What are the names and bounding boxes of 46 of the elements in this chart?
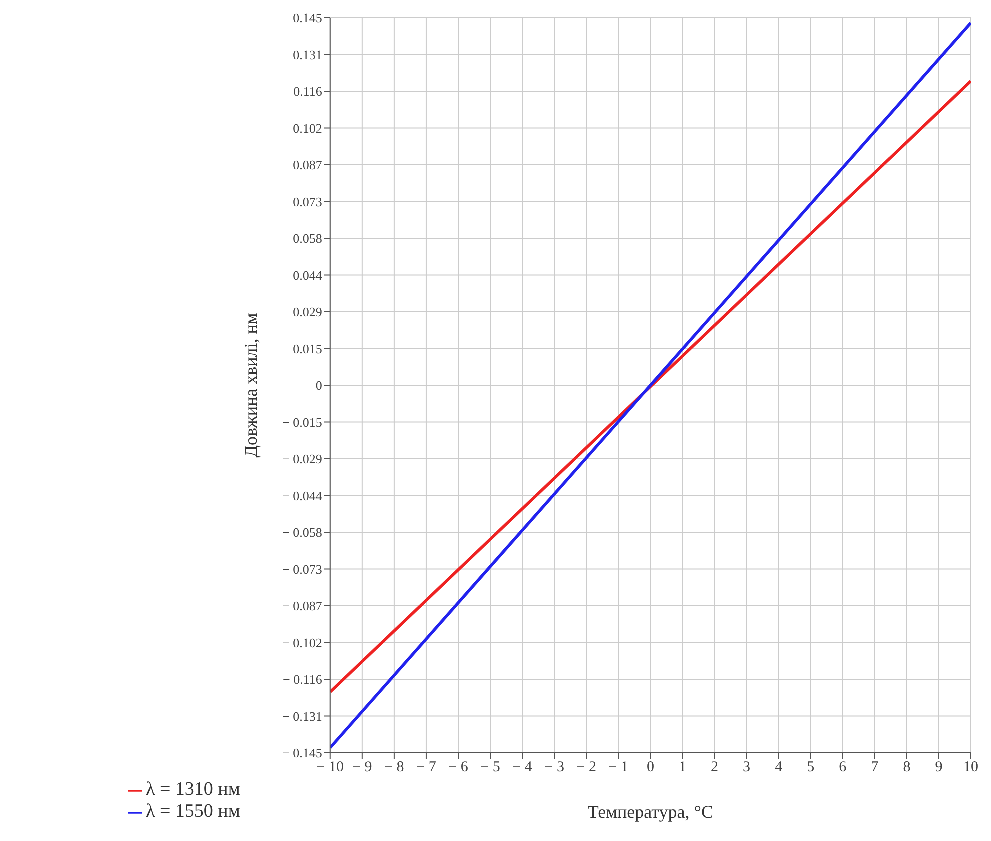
x-tick-label: − 1 xyxy=(608,760,629,776)
legend-label: λ = 1550 нм xyxy=(146,801,240,822)
y-tick-label: 0.131 xyxy=(293,47,322,62)
y-tick-label: − 0.058 xyxy=(282,525,322,540)
y-tick-label: − 0.073 xyxy=(282,562,322,577)
x-tick-label: 6 xyxy=(839,760,848,776)
y-axis-title: Довжина хвилі, нм xyxy=(240,313,261,458)
y-tick-label: 0.116 xyxy=(294,84,323,100)
y-tick-label: 0.102 xyxy=(293,120,322,136)
x-tick-label: 9 xyxy=(935,760,943,776)
y-tick-label: − 0.015 xyxy=(282,414,322,430)
x-tick-label: − 10 xyxy=(316,760,344,776)
x-tick-label: − 6 xyxy=(448,760,469,776)
x-axis-title: Температура, °C xyxy=(588,802,714,822)
x-tick-label: − 2 xyxy=(576,760,596,776)
y-tick-label: − 0.145 xyxy=(282,746,322,761)
y-tick-label: − 0.044 xyxy=(282,488,323,504)
x-tick-label: 5 xyxy=(807,760,815,776)
x-tick-label: 10 xyxy=(964,760,978,776)
y-tick-label: 0.087 xyxy=(293,158,323,173)
x-tick-label: 8 xyxy=(903,760,911,776)
x-tick-label: 0 xyxy=(646,760,654,776)
x-tick-label: 1 xyxy=(678,760,686,776)
y-tick-label: 0.145 xyxy=(293,10,322,26)
x-tick-label: − 4 xyxy=(512,760,533,776)
x-tick-label: − 3 xyxy=(544,760,564,776)
y-tick-label: 0.058 xyxy=(293,231,322,246)
legend-label: λ = 1310 нм xyxy=(146,779,240,800)
x-tick-label: − 5 xyxy=(480,760,500,776)
y-tick-label: − 0.029 xyxy=(282,452,322,467)
x-tick-label: − 7 xyxy=(416,760,437,776)
x-tick-label: − 9 xyxy=(352,760,372,776)
y-tick-label: 0.015 xyxy=(293,341,322,356)
y-tick-label: − 0.116 xyxy=(283,672,323,688)
y-tick-label: − 0.087 xyxy=(282,598,323,614)
y-tick-label: 0.073 xyxy=(293,194,322,210)
y-tick-label: 0.044 xyxy=(293,268,323,283)
y-tick-label: − 0.102 xyxy=(282,635,322,650)
x-tick-label: − 8 xyxy=(384,760,404,776)
x-tick-label: 4 xyxy=(775,760,784,776)
x-tick-label: 2 xyxy=(711,760,718,776)
y-tick-label: 0.029 xyxy=(293,304,322,320)
x-tick-label: 7 xyxy=(871,760,880,776)
y-tick-label: − 0.131 xyxy=(282,708,322,724)
y-tick-label: 0 xyxy=(316,378,322,394)
x-tick-label: 3 xyxy=(743,760,751,776)
